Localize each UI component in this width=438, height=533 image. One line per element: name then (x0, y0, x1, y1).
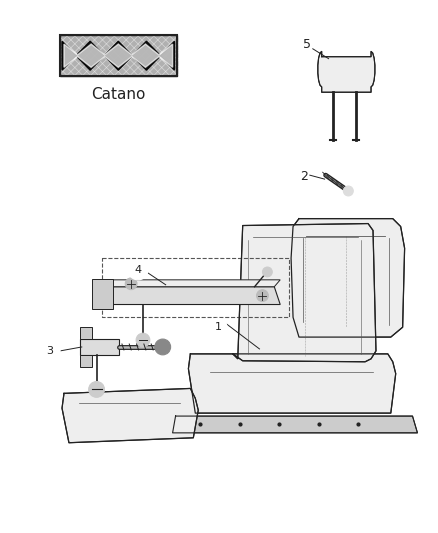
Circle shape (209, 318, 227, 336)
Text: 2: 2 (300, 169, 308, 183)
Circle shape (136, 333, 150, 347)
Text: 3: 3 (47, 346, 54, 356)
Polygon shape (80, 355, 92, 367)
Circle shape (155, 339, 171, 355)
Circle shape (343, 186, 353, 196)
Text: 1: 1 (215, 322, 222, 332)
Polygon shape (110, 280, 280, 287)
Polygon shape (318, 51, 375, 92)
Circle shape (40, 341, 60, 361)
Polygon shape (92, 279, 113, 310)
Text: Catano: Catano (91, 87, 145, 102)
Circle shape (88, 382, 105, 397)
Text: 4: 4 (134, 265, 141, 275)
Polygon shape (64, 44, 173, 67)
Polygon shape (233, 223, 376, 362)
Polygon shape (62, 389, 198, 443)
Circle shape (125, 278, 137, 290)
Polygon shape (188, 354, 396, 413)
Circle shape (257, 290, 268, 302)
Text: 5: 5 (303, 38, 311, 51)
Polygon shape (291, 219, 405, 337)
Circle shape (262, 267, 272, 277)
Polygon shape (173, 416, 417, 433)
Bar (60, 35, 177, 76)
Polygon shape (80, 339, 119, 355)
Bar (60, 35, 177, 76)
Polygon shape (110, 287, 280, 304)
Polygon shape (80, 327, 92, 339)
Polygon shape (62, 41, 175, 70)
Circle shape (128, 260, 148, 280)
